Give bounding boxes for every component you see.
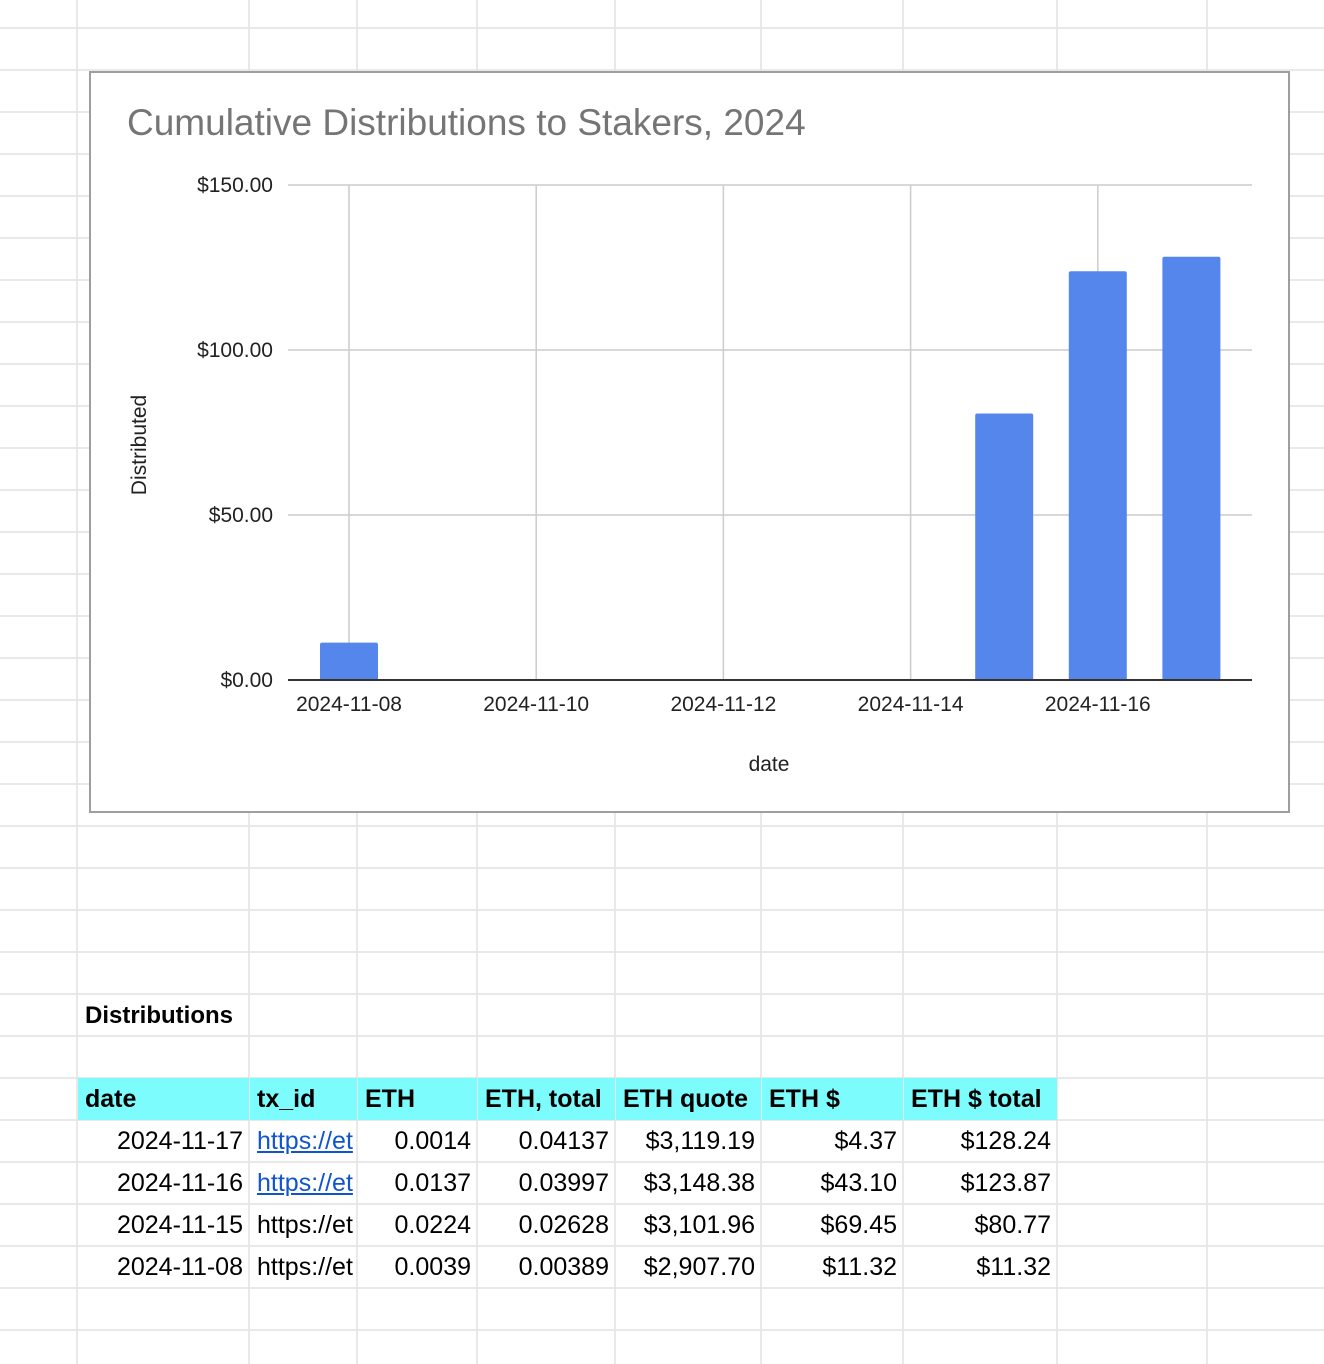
table-cell[interactable]: $11.32 [822,1253,897,1281]
bar[interactable] [975,413,1034,680]
table-cell[interactable]: 0.00389 [518,1253,609,1281]
table-cell[interactable]: $123.87 [960,1169,1051,1197]
table-cell[interactable]: $11.32 [976,1253,1051,1281]
x-tick-label: 2024-11-14 [858,693,964,716]
column-header[interactable]: ETH $ [762,1078,903,1120]
tx-id-cell[interactable]: https://et [257,1253,353,1281]
table-cell[interactable]: 0.0224 [394,1211,471,1239]
chart-title: Cumulative Distributions to Stakers, 202… [127,102,806,143]
x-axis-label: date [749,753,790,776]
table-cell[interactable]: $43.10 [820,1169,897,1197]
x-tick-label: 2024-11-10 [483,693,589,716]
table-cell[interactable]: $3,119.19 [645,1127,755,1155]
column-header[interactable]: ETH, total [478,1078,615,1120]
column-header[interactable]: ETH quote [616,1078,761,1120]
table-cell[interactable]: 0.0137 [394,1169,471,1197]
y-tick-label: $150.00 [197,174,273,197]
y-axis-label: Distributed [128,395,151,495]
table-cell[interactable]: 0.0039 [394,1253,471,1281]
column-header[interactable]: tx_id [250,1078,357,1120]
table-cell[interactable]: 2024-11-15 [116,1211,243,1239]
table-cell[interactable]: 2024-11-08 [116,1253,243,1281]
table-cell[interactable]: 0.02628 [518,1211,609,1239]
table-cell[interactable]: 0.04137 [518,1127,609,1155]
bar[interactable] [1162,256,1221,680]
table-title: Distributions [85,1002,233,1029]
table-cell[interactable]: $4.37 [834,1127,897,1155]
table-cell[interactable]: 0.0014 [394,1127,471,1155]
y-tick-label: $0.00 [220,669,273,692]
column-header[interactable]: ETH $ total [904,1078,1057,1120]
x-tick-label: 2024-11-08 [296,693,402,716]
table-cell[interactable]: $69.45 [820,1211,897,1239]
x-tick-label: 2024-11-16 [1045,693,1151,716]
tx-id-cell[interactable]: https://et [257,1211,353,1239]
table-cell[interactable]: 2024-11-16 [116,1169,243,1197]
table-cell[interactable]: 2024-11-17 [116,1127,243,1155]
table-cell[interactable]: $2,907.70 [643,1253,755,1281]
bar-chart: $0.00 $50.00 $100.00 $150.00 2024-11-08 2024-… [128,174,1252,776]
table-cell[interactable]: 0.03997 [518,1169,609,1197]
x-tick-label: 2024-11-12 [670,693,776,716]
tx-link[interactable]: https://et [257,1169,353,1197]
y-tick-label: $50.00 [209,504,273,527]
bar[interactable] [320,642,378,680]
tx-link[interactable]: https://et [257,1127,353,1155]
table-cell[interactable]: $128.24 [960,1127,1051,1155]
table-cell[interactable]: $3,101.96 [643,1211,755,1239]
y-tick-label: $100.00 [197,339,273,362]
column-header[interactable]: date [78,1078,249,1120]
table-cell[interactable]: $80.77 [974,1211,1051,1239]
bar[interactable] [1068,271,1127,680]
table-cell[interactable]: $3,148.38 [643,1169,755,1197]
column-header[interactable]: ETH [358,1078,477,1120]
